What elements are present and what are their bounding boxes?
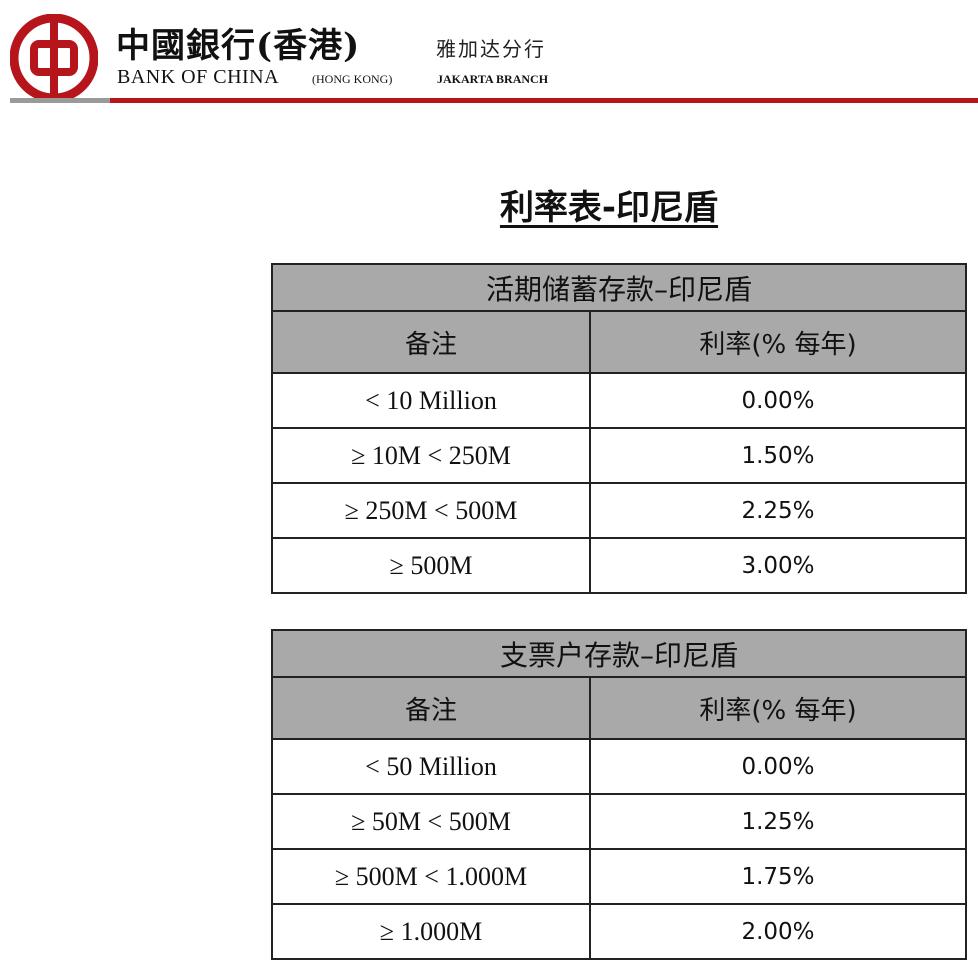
table-row: < 10 Million 0.00% [271, 372, 967, 429]
bank-subname-english: (HONG KONG) [312, 72, 393, 86]
column-header-remarks: 备注 [271, 310, 591, 374]
range-cell: < 10 Million [271, 372, 591, 429]
rate-cell: 0.00% [589, 738, 967, 795]
range-cell: ≥ 500M [271, 537, 591, 594]
table-row: < 50 Million 0.00% [271, 738, 967, 795]
column-header-rate: 利率(% 每年) [589, 310, 967, 374]
column-header-rate: 利率(% 每年) [589, 676, 967, 740]
table-row: ≥ 10M < 250M 1.50% [271, 427, 967, 484]
range-cell: ≥ 10M < 250M [271, 427, 591, 484]
table-row: ≥ 250M < 500M 2.25% [271, 482, 967, 539]
table-caption-row: 支票户存款–印尼盾 [271, 629, 967, 678]
bank-header: 中國銀行(香港) 雅加达分行 BANK OF CHINA (HONG KONG)… [0, 0, 978, 108]
bank-of-china-logo [10, 14, 98, 102]
rate-cell: 2.25% [589, 482, 967, 539]
table-row: ≥ 50M < 500M 1.25% [271, 793, 967, 850]
rate-cell: 1.50% [589, 427, 967, 484]
table-caption: 活期储蓄存款–印尼盾 [271, 263, 967, 312]
savings-rate-table: 活期储蓄存款–印尼盾 备注 利率(% 每年) < 10 Million 0.00… [271, 263, 967, 594]
branch-name-chinese: 雅加达分行 [436, 37, 546, 61]
page-title: 利率表-印尼盾 [499, 188, 719, 228]
page-title-wrap: 利率表-印尼盾 [0, 180, 978, 229]
table-row: ≥ 1.000M 2.00% [271, 903, 967, 960]
rate-cell: 1.25% [589, 793, 967, 850]
range-cell: ≥ 500M < 1.000M [271, 848, 591, 905]
rate-cell: 1.75% [589, 848, 967, 905]
rate-cell: 3.00% [589, 537, 967, 594]
table-row: ≥ 500M 3.00% [271, 537, 967, 594]
table-caption-row: 活期储蓄存款–印尼盾 [271, 263, 967, 312]
bank-name-english: BANK OF CHINA [117, 66, 280, 88]
header-rule-gray [10, 98, 110, 103]
table-header-row: 备注 利率(% 每年) [271, 676, 967, 740]
table-caption: 支票户存款–印尼盾 [271, 629, 967, 678]
column-header-remarks: 备注 [271, 676, 591, 740]
range-cell: ≥ 250M < 500M [271, 482, 591, 539]
checking-rate-table: 支票户存款–印尼盾 备注 利率(% 每年) < 50 Million 0.00%… [271, 629, 967, 960]
rate-cell: 0.00% [589, 372, 967, 429]
branch-name-english: JAKARTA BRANCH [437, 72, 549, 86]
header-rule-red [110, 98, 978, 103]
range-cell: ≥ 50M < 500M [271, 793, 591, 850]
range-cell: ≥ 1.000M [271, 903, 591, 960]
range-cell: < 50 Million [271, 738, 591, 795]
bank-name-chinese: 中國銀行(香港) [116, 26, 361, 66]
table-row: ≥ 500M < 1.000M 1.75% [271, 848, 967, 905]
rate-cell: 2.00% [589, 903, 967, 960]
table-header-row: 备注 利率(% 每年) [271, 310, 967, 374]
